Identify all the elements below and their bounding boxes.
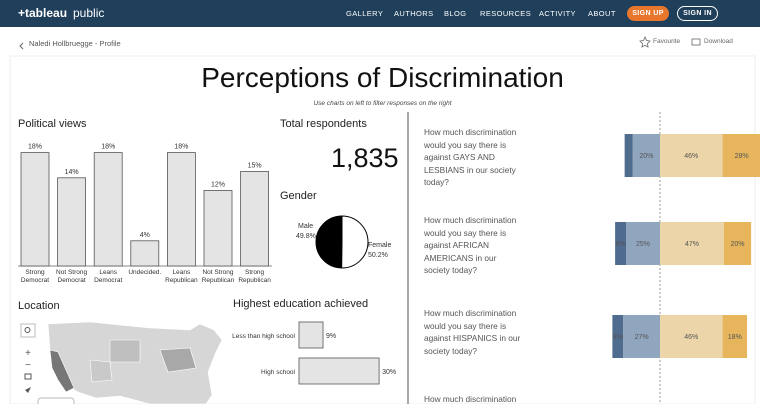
x-tick-label: Strong Democrat xyxy=(20,269,50,284)
download[interactable]: Download xyxy=(704,38,733,45)
segment-label: 25% xyxy=(636,241,650,248)
chart-title: Total respondents xyxy=(280,118,367,130)
dashboard-title: Perceptions of Discrimination xyxy=(201,62,564,93)
value-label: 9% xyxy=(326,333,336,340)
value-label: 18% xyxy=(28,144,42,151)
chart-title: Location xyxy=(18,300,60,312)
nav-link[interactable]: GALLERY xyxy=(346,9,384,18)
nav-link[interactable]: AUTHORS xyxy=(394,9,434,18)
sign-in-button[interactable]: SIGN IN xyxy=(677,6,718,21)
value-label: 12% xyxy=(211,181,225,188)
pie-slice xyxy=(341,215,369,269)
x-tick-label: Not Strong Republican xyxy=(201,269,235,284)
sign-up-button[interactable]: SIGN UP xyxy=(627,6,669,21)
y-tick-label: High school xyxy=(261,369,296,376)
pie-value: 50.2% xyxy=(368,252,388,259)
map-controls[interactable]: + − xyxy=(20,323,75,404)
bar-segment xyxy=(660,134,723,177)
svg-text:−: − xyxy=(25,360,31,371)
logo[interactable]: +tableau xyxy=(18,6,68,20)
question-text: How much discrimination would you say th… xyxy=(424,127,517,187)
bar-segment xyxy=(632,134,660,177)
dashboard-subtitle: Use charts on left to filter responses o… xyxy=(313,100,452,107)
segment-label: 20% xyxy=(639,153,653,160)
x-tick-label: Not Strong Democrat xyxy=(56,269,88,284)
x-tick-label: Leans Republican xyxy=(165,269,198,284)
logo[interactable]: public xyxy=(73,6,105,20)
question-text: How much discrimination would you say th… xyxy=(424,308,521,356)
bar-segment xyxy=(624,134,633,177)
bar-segment xyxy=(722,134,760,177)
bar xyxy=(57,177,86,267)
nav-link[interactable]: ACTIVITY xyxy=(539,9,576,18)
x-tick-label: Undecided. xyxy=(128,269,162,276)
x-tick-label: Strong Republican xyxy=(238,269,271,284)
bar xyxy=(130,240,160,267)
back-icon[interactable] xyxy=(19,42,24,50)
search-area[interactable] xyxy=(730,4,744,18)
bar xyxy=(203,189,233,267)
favourite[interactable]: Favourite xyxy=(653,38,681,45)
bar xyxy=(20,152,50,267)
bar-segment xyxy=(660,222,724,265)
bar-segment xyxy=(722,315,748,358)
svg-text:+: + xyxy=(25,348,31,359)
bar-segment xyxy=(723,222,752,265)
value-label: 14% xyxy=(65,169,79,176)
value-label: 15% xyxy=(248,163,262,170)
x-tick-label: Leans Democrat xyxy=(94,269,123,284)
value-label: 18% xyxy=(101,144,115,151)
total-value: 1,835 xyxy=(331,143,399,173)
nav-bar: +tableau public SIGN UP SIGN IN GALLERY A… xyxy=(0,0,760,27)
segment-label: 28% xyxy=(735,153,749,160)
value-label: 30% xyxy=(382,369,396,376)
pie-label: Female xyxy=(368,242,391,249)
chart-title: Gender xyxy=(280,190,317,202)
value-label: 18% xyxy=(174,144,188,151)
pie-label: Male xyxy=(298,223,313,230)
nav-link[interactable]: BLOG xyxy=(444,9,467,18)
map xyxy=(47,321,223,404)
y-tick-label: Less than high school xyxy=(232,333,295,340)
segment-label: 20% xyxy=(731,241,745,248)
value-label: 4% xyxy=(140,232,150,239)
pie-value: 49.8% xyxy=(296,233,316,240)
segment-label: 27% xyxy=(635,334,649,341)
nav-link[interactable]: RESOURCES xyxy=(480,9,532,18)
bar xyxy=(298,321,324,349)
segment-label: 46% xyxy=(684,334,698,341)
bar-segment xyxy=(612,315,624,358)
bar-segment xyxy=(626,222,660,265)
bar-segment xyxy=(660,315,723,358)
segment-label: 47% xyxy=(685,241,699,248)
bar xyxy=(298,357,380,385)
chart-title: Political views xyxy=(18,118,87,130)
question-text: How much discrimination xyxy=(424,394,517,404)
bar xyxy=(240,171,270,267)
segment-label: 18% xyxy=(728,334,742,341)
chart-title: Highest education achieved xyxy=(233,298,369,310)
segment-label: 46% xyxy=(684,153,698,160)
segment-label: 8% xyxy=(615,241,625,248)
segment-label: 8% xyxy=(613,334,623,341)
question-text: How much discrimination would you say th… xyxy=(424,215,517,275)
bar xyxy=(93,152,123,267)
bar-segment xyxy=(615,222,626,265)
pie-slice xyxy=(315,215,343,269)
breadcrumb[interactable]: Naledi Hollbruegge - Profile xyxy=(29,39,121,48)
star-icon[interactable] xyxy=(639,35,651,48)
download-icon[interactable] xyxy=(691,38,701,46)
bar xyxy=(166,152,196,267)
bar-segment xyxy=(623,315,660,358)
nav-link[interactable]: ABOUT xyxy=(588,9,616,18)
